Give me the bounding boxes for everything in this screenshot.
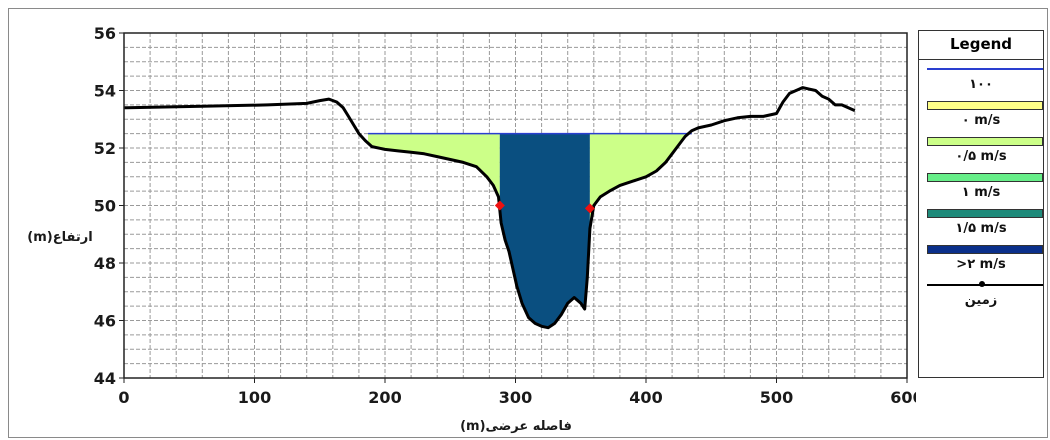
legend-fill-swatch [927,101,1043,110]
velocity-zone [589,133,692,229]
velocity-zone [499,133,590,328]
legend-ground-swatch [927,284,1043,286]
legend-item-label: ۱۰۰ [969,77,993,92]
legend-item: زمین [919,281,1043,317]
y-tick-label: 54 [94,82,116,101]
legend-item-label: ۰/۵ m/s [955,149,1007,164]
velocity-zone [368,133,500,210]
x-tick-label: 300 [499,388,532,407]
y-tick-label: 50 [94,197,116,216]
bank-stations [494,200,595,214]
legend-item: ۰ m/s [919,101,1043,137]
x-tick-label: 200 [368,388,401,407]
y-tick-label: 44 [94,369,116,388]
legend-item-label: ۱ m/s [961,185,1001,200]
y-axis-label: ارتفاع(m) [27,230,92,245]
legend-item-label: ۰ m/s [961,113,1001,128]
legend-line-swatch [927,68,1043,70]
ground-line [123,86,856,330]
chart-frame [8,8,1048,438]
x-tick-label: 600 [890,388,916,407]
legend-title: Legend [919,31,1043,60]
y-axis-ticks: 44 46 48 50 52 54 56 [94,24,124,388]
x-axis-label: فاصله عرضی(m) [460,419,572,434]
y-tick-label: 48 [94,254,116,273]
legend-ground-marker [979,281,985,287]
x-axis-ticks: 0 100 200 300 400 500 600 [118,378,916,407]
legend-item: ۱/۵ m/s [919,209,1043,245]
legend-item-label: >۲ m/s [956,257,1006,272]
legend-fill-swatch [927,245,1043,254]
y-tick-label: 46 [94,312,116,331]
legend-item-label: زمین [964,293,998,308]
y-tick-label: 56 [94,24,116,43]
legend-item-label: ۱/۵ m/s [955,221,1007,236]
legend-fill-swatch [927,209,1043,218]
legend-fill-swatch [927,137,1043,146]
legend-fill-swatch [927,173,1043,182]
legend: Legend ۱۰۰ ۰ m/s ۰/۵ m/s ۱ m/s ۱/۵ m/s >۲ m/s… [918,30,1044,378]
legend-item: ۱ m/s [919,173,1043,209]
x-tick-label: 500 [760,388,793,407]
legend-item: ۱۰۰ [919,65,1043,101]
y-tick-label: 52 [94,139,116,158]
bank-station-marker [584,203,595,214]
bank-station-marker [494,200,505,211]
x-tick-label: 100 [238,388,271,407]
cross-section-chart: 0 100 200 300 400 500 600 44 46 48 50 52 54 56 فاصله… [27,24,916,434]
legend-item: >۲ m/s [919,245,1043,281]
legend-item: ۰/۵ m/s [919,137,1043,173]
ground-profile [123,86,856,330]
x-tick-label: 0 [118,388,129,407]
x-tick-label: 400 [629,388,662,407]
velocity-fills [368,133,692,328]
